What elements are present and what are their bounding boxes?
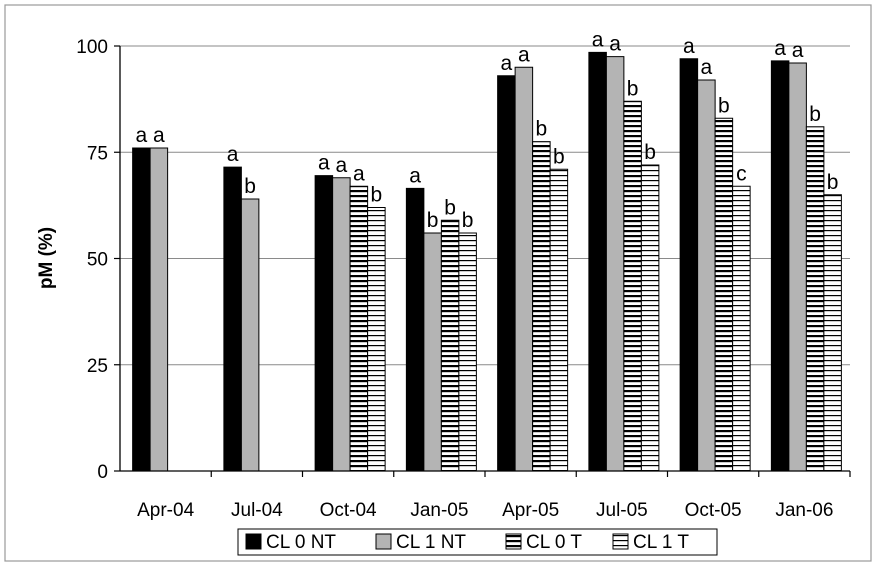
- x-tick-label: Apr-04: [137, 500, 194, 521]
- legend-label: CL 0 T: [526, 532, 582, 553]
- significance-label: a: [609, 33, 621, 56]
- bar-cl0nt: [223, 166, 242, 472]
- x-tick-label: Jul-04: [231, 500, 283, 521]
- y-tick-label: 25: [87, 356, 108, 377]
- significance-label: a: [336, 154, 348, 177]
- legend-label: CL 0 NT: [266, 532, 336, 553]
- legend-label: CL 1 NT: [396, 532, 466, 553]
- significance-label: a: [774, 37, 786, 60]
- x-tick-label: Jan-05: [410, 500, 468, 521]
- legend-swatch: [612, 533, 629, 550]
- y-axis-title: pM (%): [36, 227, 57, 289]
- legend-swatch: [245, 533, 262, 550]
- bar-cl1nt: [423, 232, 442, 472]
- bar-cl0t: [532, 141, 551, 472]
- bar-cl0t: [714, 117, 734, 472]
- x-tick-label: Oct-04: [320, 500, 377, 521]
- bar-cl1nt: [149, 147, 169, 472]
- bar-cl1t: [458, 232, 477, 472]
- bar-cl0t: [805, 126, 825, 472]
- significance-label: b: [427, 209, 439, 232]
- x-tick-label: Apr-05: [502, 500, 559, 521]
- legend-label: CL 1 T: [633, 532, 689, 553]
- bar-cl0nt: [314, 175, 334, 472]
- bar-cl0nt: [405, 187, 425, 472]
- significance-label: a: [792, 39, 804, 62]
- legend-swatch: [375, 533, 392, 550]
- legend-swatch: [505, 533, 522, 550]
- legend: CL 0 NT CL 1 NT CL 0 T CL 1 T: [237, 528, 718, 556]
- bar-cl1nt: [514, 66, 534, 472]
- significance-label: a: [518, 43, 530, 66]
- significance-label: b: [644, 141, 656, 164]
- x-tick-label: Jan-06: [775, 500, 833, 521]
- y-tick-label: 75: [87, 143, 108, 164]
- significance-label: b: [718, 94, 730, 117]
- bar-cl0t: [440, 219, 460, 472]
- significance-label: b: [462, 209, 474, 232]
- x-tick-label: Jul-05: [596, 500, 648, 521]
- significance-label: c: [736, 162, 747, 185]
- bar-cl1nt: [697, 79, 716, 472]
- y-tick-label: 100: [76, 37, 108, 58]
- bar-cl0nt: [497, 75, 516, 472]
- bar-cl1t: [367, 207, 386, 472]
- x-tick-label: Oct-05: [685, 500, 742, 521]
- significance-label: b: [627, 77, 639, 100]
- significance-label: b: [444, 196, 456, 219]
- significance-label: a: [701, 56, 713, 79]
- bar-cl1t: [549, 168, 569, 472]
- significance-label: a: [136, 124, 148, 147]
- significance-label: b: [536, 118, 548, 141]
- significance-label: b: [371, 184, 383, 207]
- bar-cl1nt: [332, 177, 351, 472]
- bar-cl1t: [732, 185, 751, 472]
- bar-cl1nt: [605, 56, 625, 472]
- significance-label: a: [353, 162, 365, 185]
- bar-cl1t: [640, 164, 660, 472]
- bar-cl0nt: [132, 147, 151, 472]
- significance-label: b: [809, 103, 821, 126]
- significance-label: a: [592, 28, 604, 51]
- bar-cl0t: [349, 185, 369, 472]
- significance-label: a: [501, 52, 513, 75]
- significance-label: a: [153, 124, 165, 147]
- significance-label: a: [227, 143, 239, 166]
- significance-label: a: [318, 152, 330, 175]
- y-tick-label: 0: [97, 462, 108, 483]
- bar-cl1nt: [240, 198, 260, 472]
- bar-cl0nt: [588, 51, 607, 472]
- bar-cl0t: [623, 100, 642, 472]
- significance-label: b: [244, 175, 256, 198]
- significance-label: a: [409, 164, 421, 187]
- legend-box: [237, 528, 718, 556]
- y-tick-label: 50: [87, 250, 108, 271]
- significance-label: b: [553, 145, 565, 168]
- bar-cl1t: [823, 194, 842, 472]
- bar-cl0nt: [679, 58, 699, 472]
- significance-label: b: [827, 171, 839, 194]
- bar-cl1nt: [788, 62, 807, 472]
- significance-label: a: [683, 35, 695, 58]
- bar-cl0nt: [770, 60, 790, 472]
